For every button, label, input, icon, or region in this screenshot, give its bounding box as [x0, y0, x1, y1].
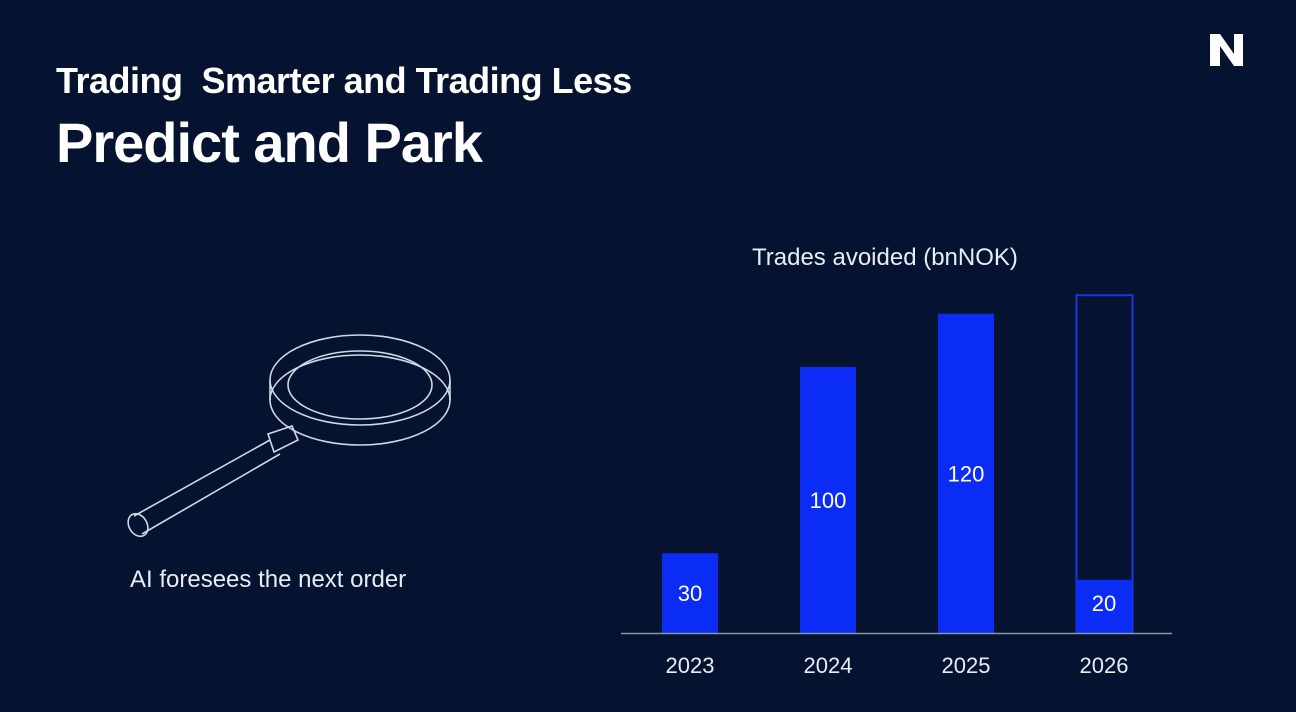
- data-label-2023: 30: [678, 581, 702, 606]
- data-label-2024: 100: [810, 488, 847, 513]
- bar-2026: [1076, 579, 1132, 633]
- bar-2023: [662, 553, 718, 633]
- slide-subtitle: Trading Smarter and Trading Less: [56, 60, 632, 101]
- bar-2025: [938, 313, 994, 633]
- x-tick-label-2025: 2025: [942, 653, 991, 678]
- slide-title: Predict and Park: [56, 111, 483, 174]
- x-tick-label-2023: 2023: [666, 653, 715, 678]
- caption-text: AI foresees the next order: [130, 566, 407, 593]
- chart-title: Trades avoided (bnNOK): [752, 244, 1018, 271]
- data-label-2025: 120: [948, 461, 985, 486]
- x-tick-label-2024: 2024: [804, 653, 853, 678]
- x-tick-label-2026: 2026: [1080, 653, 1129, 678]
- magnifying-glass-icon: [127, 334, 451, 538]
- data-label-2026: 20: [1092, 591, 1116, 616]
- n-logo-icon: [1210, 34, 1243, 66]
- bar-2024: [800, 367, 856, 633]
